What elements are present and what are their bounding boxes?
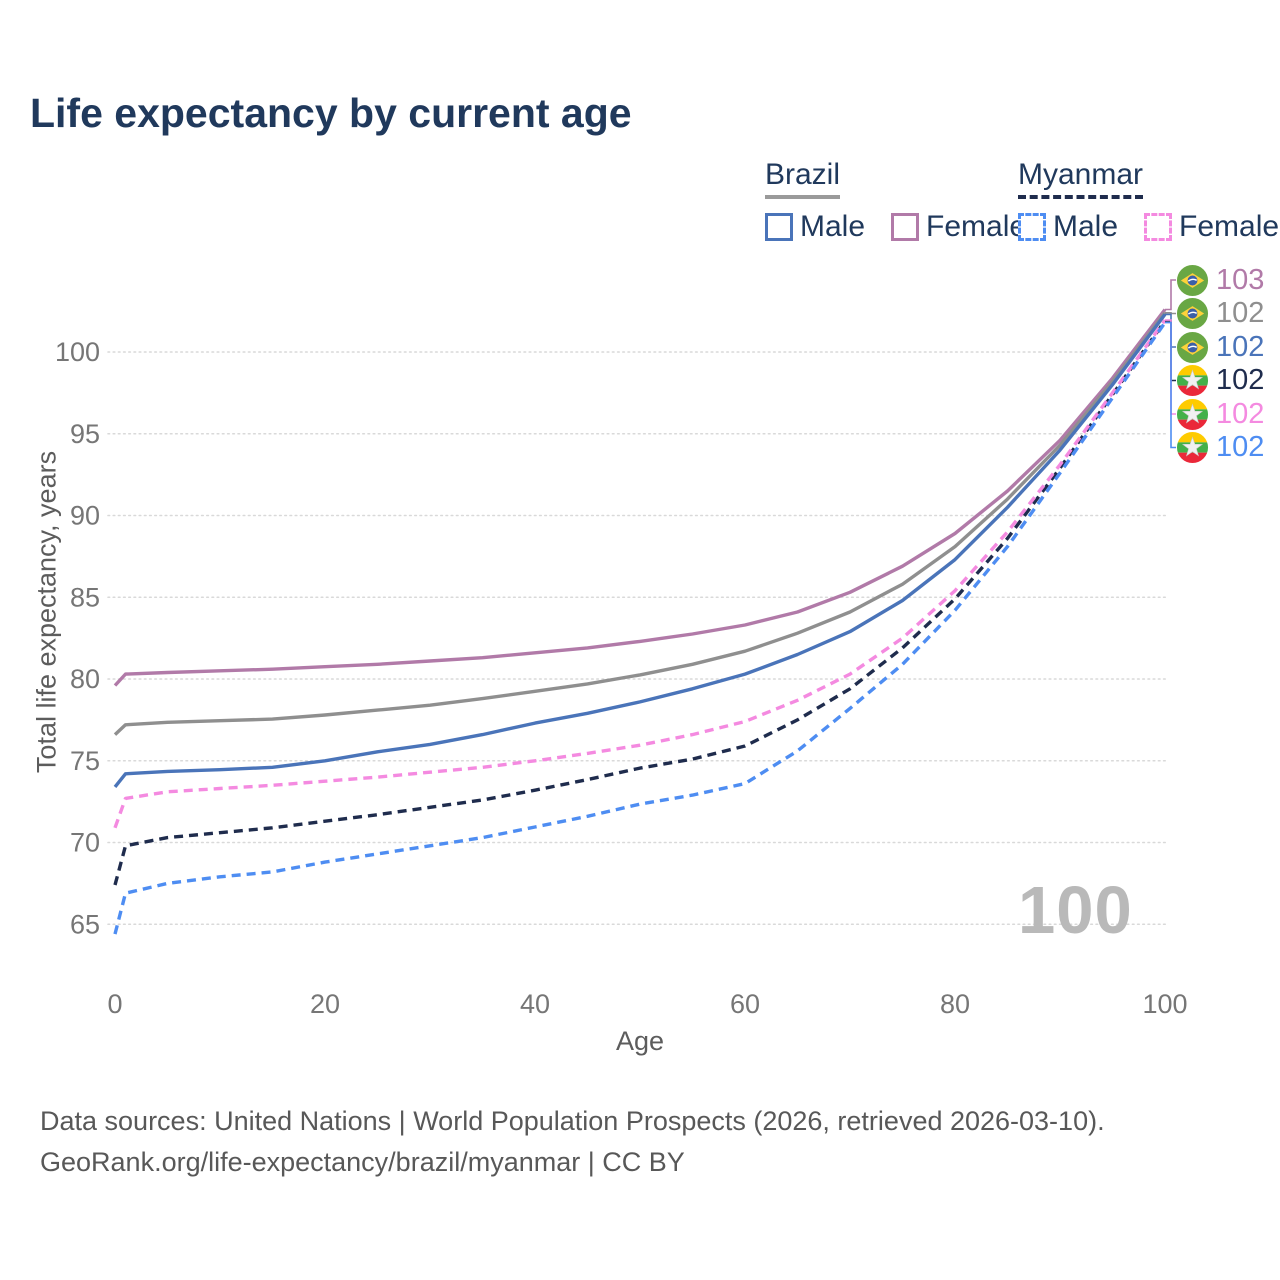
end-label-brazil-total[interactable]: 102 (1176, 297, 1264, 330)
end-value-myanmar-female: 102 (1216, 397, 1265, 430)
myanmar-flag-icon (1176, 398, 1209, 430)
y-tick-label: 80 (70, 664, 100, 694)
end-value-brazil-female: 103 (1216, 263, 1265, 296)
legend-item-brazil-male[interactable]: Male (765, 210, 865, 244)
x-tick-label: 0 (107, 989, 122, 1019)
y-axis-title: Total life expectancy, years (31, 450, 62, 774)
legend-group-brazil: Brazil Male Female (765, 160, 1052, 244)
legend-country-myanmar[interactable]: Myanmar (1018, 160, 1144, 199)
end-label-connector (1165, 312, 1176, 315)
attribution-note: GeoRank.org/life-expectancy/brazil/myanm… (40, 1147, 685, 1177)
x-tick-label: 100 (1142, 989, 1187, 1019)
myanmar-flag-icon (1176, 364, 1209, 397)
series-line-brazil-female[interactable] (113, 308, 1167, 687)
series-line-myanmar-total[interactable] (113, 319, 1167, 886)
x-tick-label: 40 (520, 989, 550, 1019)
series-line-brazil-total[interactable] (113, 311, 1167, 736)
y-tick-label: 75 (70, 746, 100, 776)
y-tick-label: 95 (70, 419, 100, 449)
y-tick-label: 90 (70, 501, 100, 531)
x-tick-label: 20 (310, 989, 340, 1019)
end-label-brazil-female[interactable]: 103 (1176, 264, 1264, 297)
y-tick-label: 65 (70, 909, 100, 939)
y-tick-label: 85 (70, 582, 100, 612)
hover-age-watermark: 100 (1018, 873, 1133, 948)
end-value-myanmar-male: 102 (1216, 431, 1265, 463)
brazil-flag-icon (1176, 264, 1209, 296)
end-label-myanmar-female[interactable]: 102 (1176, 398, 1264, 431)
end-value-brazil-total: 102 (1216, 297, 1265, 329)
y-tick-label: 70 (70, 828, 100, 858)
x-tick-label: 60 (730, 989, 760, 1019)
end-value-brazil-male: 102 (1216, 330, 1265, 363)
myanmar-female-swatch-icon (1144, 213, 1173, 241)
brazil-male-swatch-icon (765, 213, 793, 241)
x-axis-title: Age (615, 1026, 665, 1056)
brazil-flag-icon (1176, 331, 1209, 363)
end-value-myanmar-total: 102 (1216, 364, 1265, 396)
legend-group-myanmar: Myanmar Male Female (1018, 160, 1280, 244)
legend-item-myanmar-male[interactable]: Male (1018, 210, 1118, 244)
myanmar-male-swatch-icon (1018, 213, 1046, 241)
end-label-connector (1165, 279, 1176, 311)
legend-country-brazil[interactable]: Brazil (765, 160, 841, 199)
legend-item-myanmar-female[interactable]: Female (1144, 210, 1279, 244)
end-label-brazil-male[interactable]: 102 (1176, 331, 1264, 364)
series-line-myanmar-female[interactable] (113, 319, 1167, 829)
end-label-myanmar-total[interactable]: 102 (1176, 364, 1264, 397)
end-label-connector (1165, 321, 1176, 449)
myanmar-flag-icon (1176, 431, 1209, 464)
data-source-note: Data sources: United Nations | World Pop… (40, 1106, 1105, 1136)
end-label-myanmar-male[interactable]: 102 (1176, 431, 1264, 464)
series-line-brazil-male[interactable] (113, 313, 1167, 788)
x-tick-label: 80 (940, 989, 970, 1019)
brazil-female-swatch-icon (891, 213, 920, 241)
legend-item-brazil-female[interactable]: Female (891, 210, 1026, 244)
y-tick-label: 100 (55, 337, 100, 367)
page-title: Life expectancy by current age (30, 90, 632, 136)
brazil-flag-icon (1176, 297, 1209, 330)
